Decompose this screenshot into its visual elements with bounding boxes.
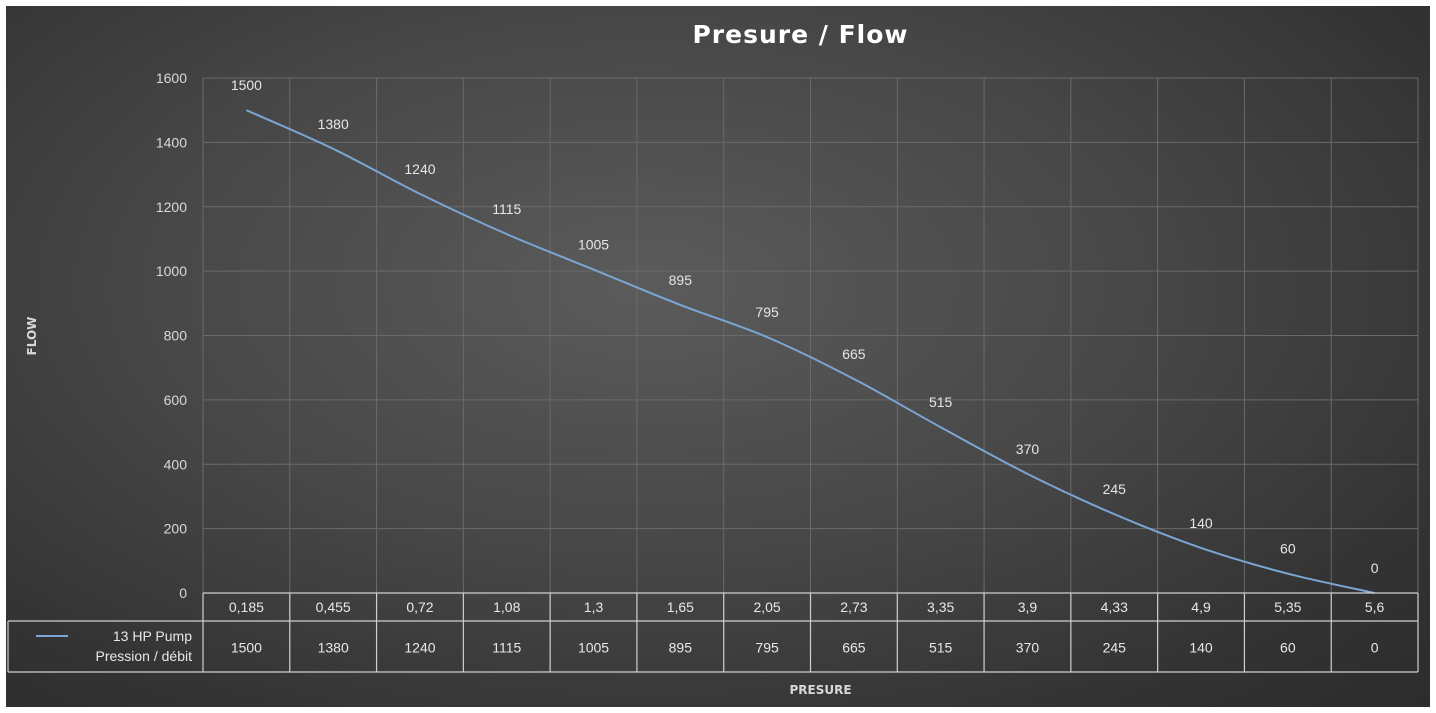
data-label: 895: [669, 272, 693, 288]
x-tick-label: 5,6: [1365, 599, 1385, 615]
x-tick-label: 0,455: [316, 599, 351, 615]
x-tick-label: 5,35: [1274, 599, 1301, 615]
table-value-cell: 60: [1280, 640, 1296, 656]
y-axis-title: FLOW: [25, 317, 39, 356]
table-value-cell: 1115: [492, 640, 521, 656]
x-tick-label: 0,72: [406, 599, 433, 615]
data-label: 515: [929, 394, 953, 410]
data-label: 665: [842, 346, 866, 362]
series-layer: [245, 109, 1375, 594]
data-label: 1005: [578, 237, 609, 253]
chart-frame: Presure / Flow 0 200 400 600 800 1000 1200 1400…: [6, 6, 1430, 707]
chart-canvas: Presure / Flow 0200400600800100012001400…: [7, 20, 1419, 697]
gridlines: [202, 77, 1419, 593]
y-tick-label: 1200: [156, 199, 187, 215]
y-tick-label: 400: [164, 456, 188, 472]
table-value-cell: 370: [1016, 640, 1040, 656]
y-tick-label: 1400: [156, 134, 187, 150]
data-label: 0: [1371, 560, 1379, 576]
x-tick-label: 2,73: [840, 599, 867, 615]
table-value-cell: 0: [1371, 640, 1379, 656]
y-tick-label: 1600: [156, 70, 187, 86]
data-label: 1500: [231, 77, 262, 93]
table-value-cell: 1240: [404, 640, 435, 656]
data-label: 245: [1103, 481, 1127, 497]
data-label: 795: [755, 304, 779, 320]
y-tick-label: 600: [164, 392, 188, 408]
table-value-cell: 245: [1103, 640, 1127, 656]
data-label: 1115: [492, 201, 521, 217]
table-value-cell: 1380: [318, 640, 349, 656]
y-tick-label: 0: [179, 585, 187, 601]
table-value-cell: 515: [929, 640, 953, 656]
x-tick-label: 1,65: [667, 599, 694, 615]
x-tick-label: 1,3: [584, 599, 604, 615]
x-tick-label: 3,9: [1018, 599, 1038, 615]
x-tick-label: 1,08: [493, 599, 520, 615]
x-tick-label: 0,185: [229, 599, 264, 615]
legend-series-subname: Pression / débit: [96, 648, 193, 664]
legend-series-name: 13 HP Pump: [113, 628, 192, 644]
data-label: 140: [1189, 515, 1213, 531]
table-value-cell: 1005: [578, 640, 609, 656]
data-label: 1380: [318, 116, 349, 132]
x-tick-label: 4,33: [1101, 599, 1128, 615]
series-line-13-hp-pump: [245, 109, 1375, 594]
table-value-cell: 895: [669, 640, 693, 656]
table-value-cell: 795: [755, 640, 779, 656]
data-label: 60: [1280, 541, 1296, 557]
table-value-cell: 1500: [231, 640, 262, 656]
y-axis-ticks: 0 200 400 600 800 1000 1200 1400 1600: [156, 70, 187, 601]
data-labels: 1500 1380 1240 1115 1005 895 795 665 515 370 245 14…: [231, 77, 1379, 576]
data-label: 1240: [404, 161, 435, 177]
x-axis-title: PRESURE: [789, 683, 851, 697]
y-tick-label: 1000: [156, 263, 187, 279]
x-tick-label: 2,05: [753, 599, 780, 615]
y-tick-label: 200: [164, 521, 188, 537]
chart-title: Presure / Flow: [692, 20, 908, 49]
y-tick-label: 800: [164, 328, 188, 344]
table-value-cell: 140: [1189, 640, 1213, 656]
table-value-cell: 665: [842, 640, 866, 656]
data-label: 370: [1016, 441, 1040, 457]
data-table: 0,185 0,455 0,72 1,08 1,3 1,65 2,05 2,73 3,35 3,9…: [7, 592, 1419, 673]
x-tick-label: 4,9: [1191, 599, 1211, 615]
x-tick-label: 3,35: [927, 599, 954, 615]
